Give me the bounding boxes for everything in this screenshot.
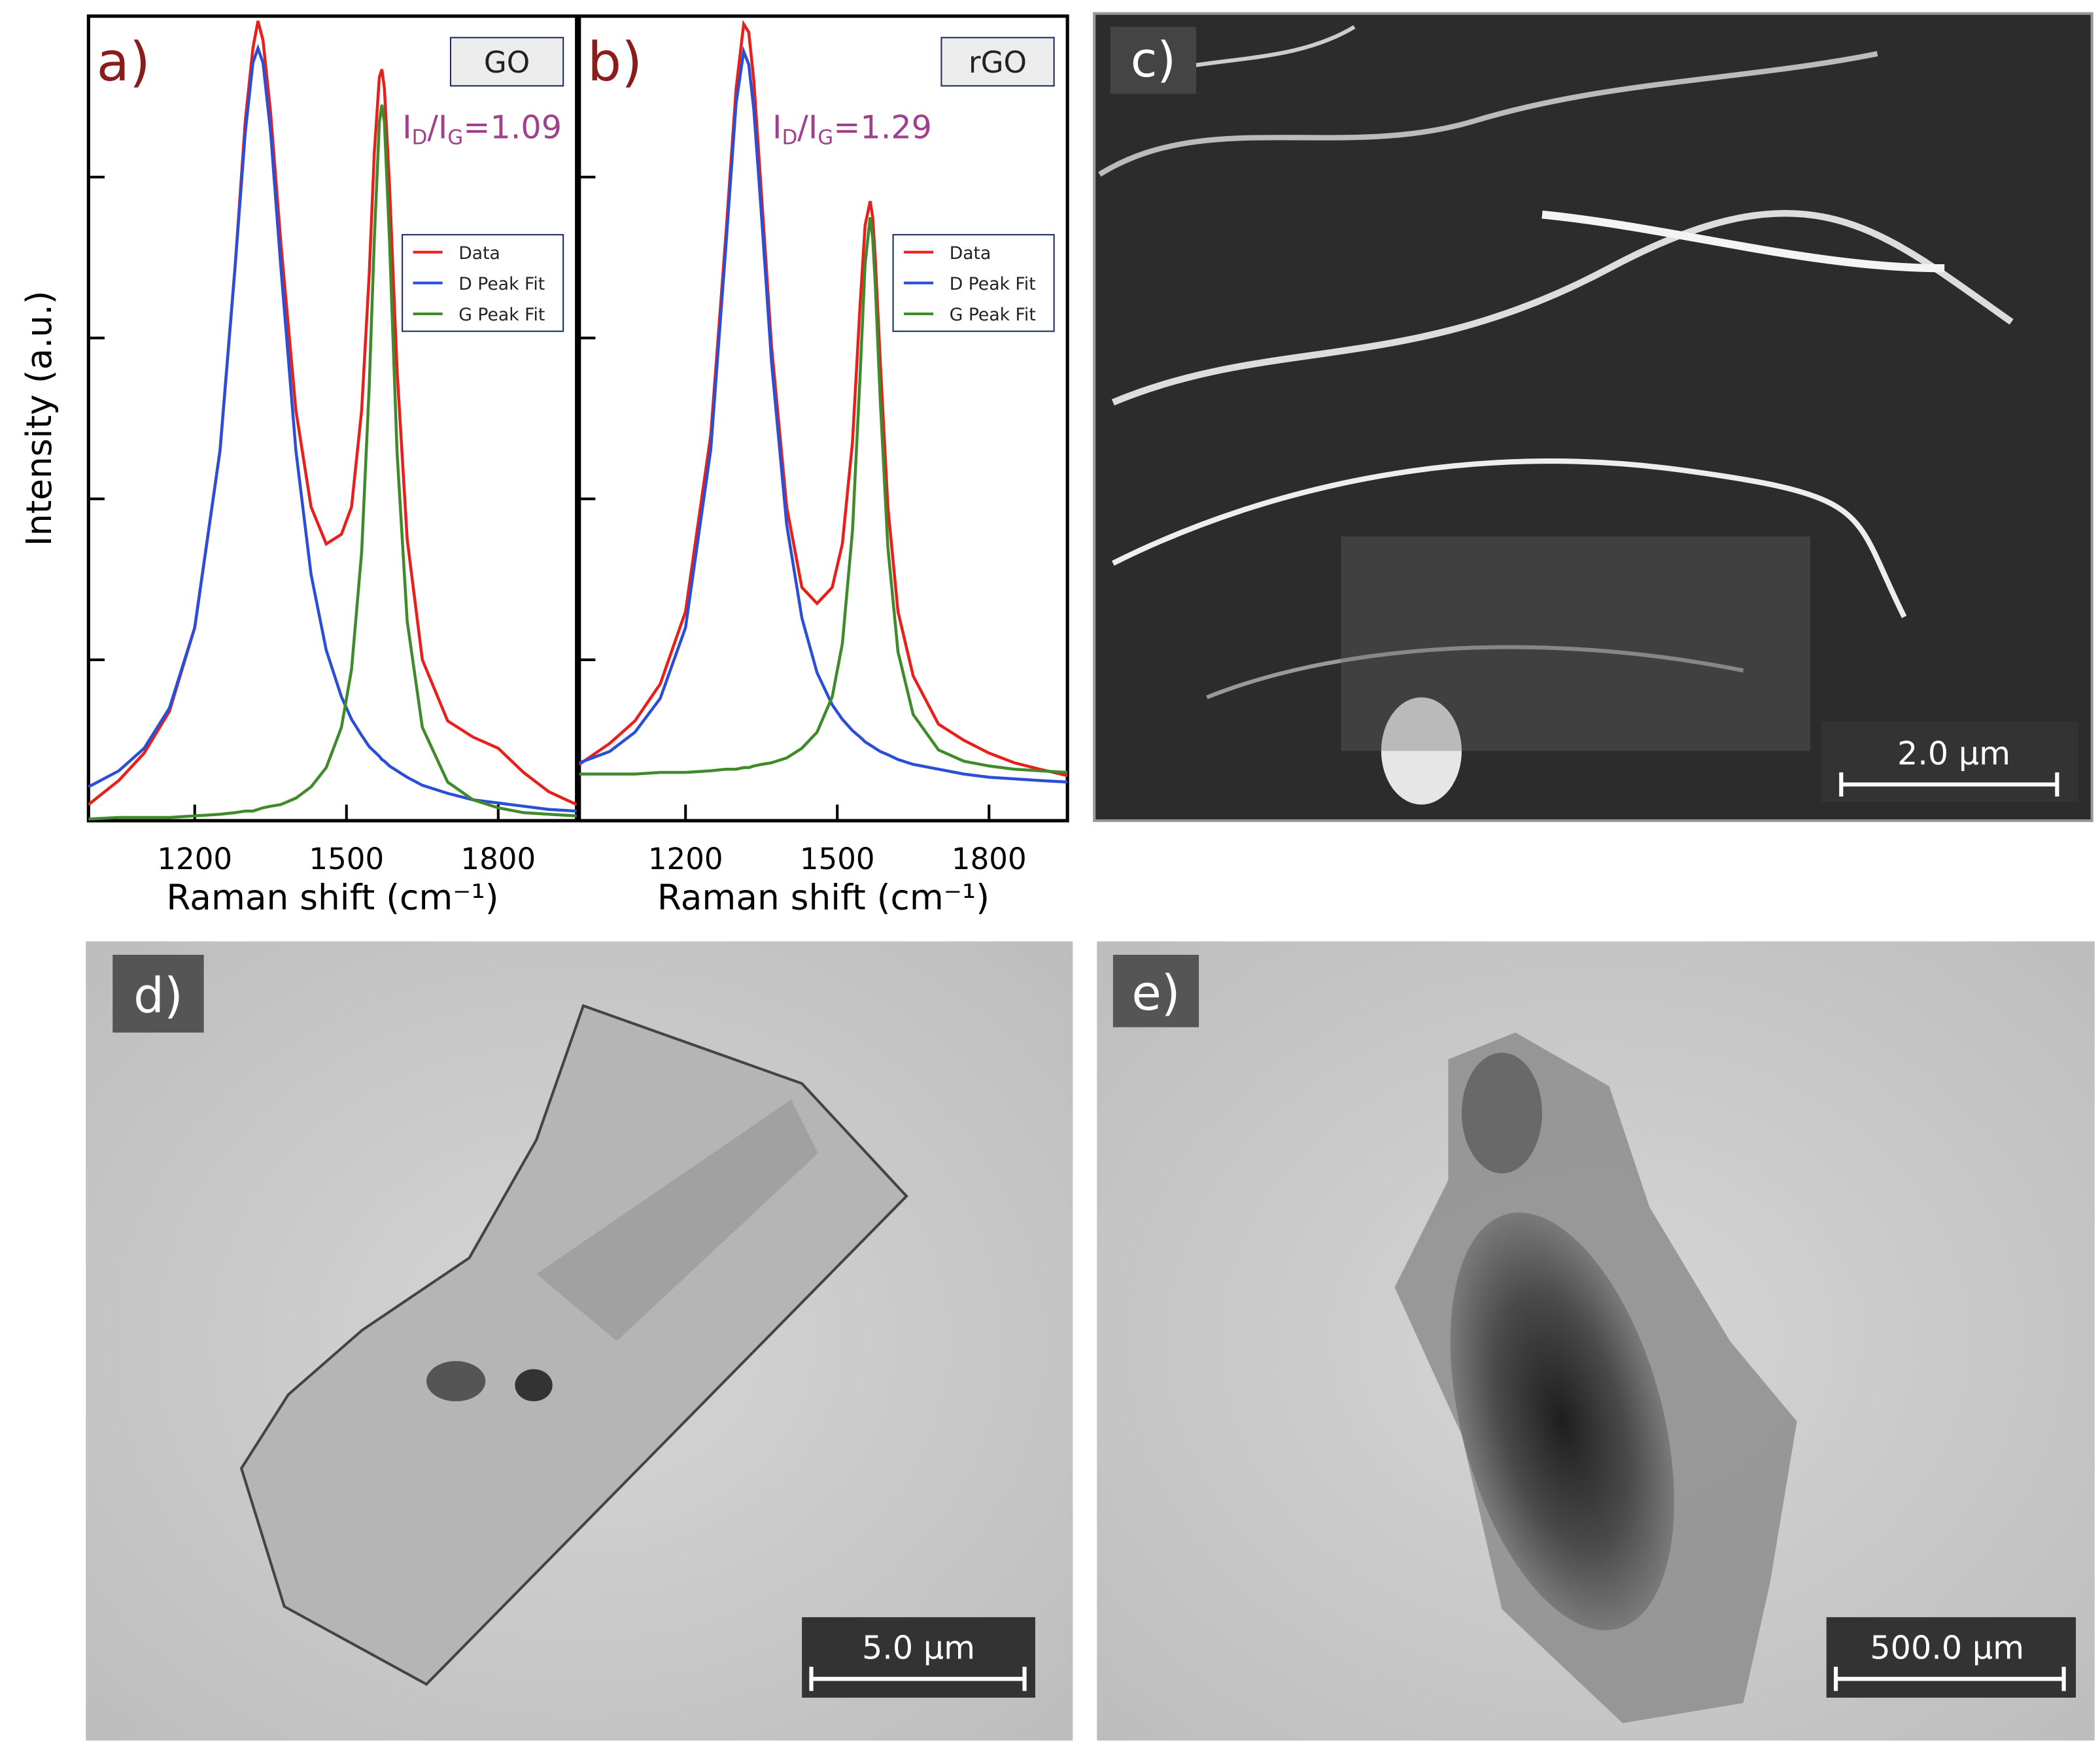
legend-label: Data xyxy=(458,243,500,264)
panel-label: c) xyxy=(1131,32,1176,88)
x-axis-label: Raman shift (cm⁻¹) xyxy=(166,877,498,918)
legend-label: Data xyxy=(950,243,991,264)
annotation-part: =1.29 xyxy=(833,108,932,146)
tag-box xyxy=(940,37,1055,87)
panel-label: a) xyxy=(97,31,150,94)
tem-image: d) 5.0 µm xyxy=(86,941,1073,1741)
tag-label: GO xyxy=(484,45,530,80)
legend-label: G Peak Fit xyxy=(950,305,1036,325)
chart: 1200 1500 1800 Data D Peak Fit G Peak Fit GO a)… xyxy=(19,14,579,918)
scale-bar-label: 500.0 µm xyxy=(1870,1628,2024,1666)
x-tick-label: 1500 xyxy=(800,842,875,876)
annotation-part: I xyxy=(402,108,412,146)
legend-label: D Peak Fit xyxy=(950,274,1036,294)
panel-label: e) xyxy=(1131,965,1180,1021)
annotation-part: G xyxy=(818,126,833,150)
legend-label: G Peak Fit xyxy=(458,305,545,325)
chart: 1200 1500 1800 Data D Peak Fit G Peak Fit rGO b… xyxy=(577,14,1069,918)
annotation-part: /I xyxy=(427,108,447,146)
plot-frame xyxy=(86,14,579,823)
x-tick-label: 1200 xyxy=(648,842,723,876)
legend-label: D Peak Fit xyxy=(458,274,545,294)
sem-image: c) 2.0 µm xyxy=(1093,12,2093,823)
annotation: ID/IG=1.09 xyxy=(402,108,562,149)
annotation-part: D xyxy=(782,126,798,150)
x-tick-label: 1200 xyxy=(157,842,232,876)
series-line xyxy=(88,104,577,821)
series-line xyxy=(88,44,577,813)
x-tick-label: 1800 xyxy=(952,842,1027,876)
panel-label: d) xyxy=(133,968,183,1024)
panel-label: b) xyxy=(587,31,642,94)
tem-image: e) 500.0 µm xyxy=(1097,941,2095,1741)
annotation-part: =1.09 xyxy=(463,108,562,146)
scale-bar-label: 5.0 µm xyxy=(862,1628,975,1666)
series-line xyxy=(579,46,1068,784)
y-axis-label: Intensity (a.u.) xyxy=(19,290,60,546)
annotation-part: G xyxy=(447,126,463,150)
annotation-part: I xyxy=(772,108,782,146)
x-tick-label: 1500 xyxy=(309,842,384,876)
tag-box xyxy=(449,37,564,87)
series-line xyxy=(579,216,1068,776)
x-axis-label: Raman shift (cm⁻¹) xyxy=(657,877,990,918)
x-tick-label: 1800 xyxy=(460,842,536,876)
annotation-part: D xyxy=(412,126,428,150)
scale-bar-label: 2.0 µm xyxy=(1897,734,2010,772)
annotation-part: /I xyxy=(797,108,818,146)
annotation: ID/IG=1.29 xyxy=(772,108,932,149)
tag-label: rGO xyxy=(969,45,1027,80)
